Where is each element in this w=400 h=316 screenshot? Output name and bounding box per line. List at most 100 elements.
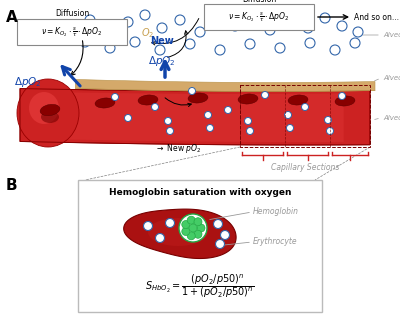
Text: $\rightarrow$ New $pO_2$: $\rightarrow$ New $pO_2$ [155,142,202,155]
Circle shape [320,13,330,23]
Text: $O_2$: $O_2$ [141,26,155,40]
Circle shape [194,218,202,226]
Ellipse shape [148,218,208,246]
Circle shape [224,106,232,113]
Circle shape [197,224,205,232]
Circle shape [156,234,164,242]
Text: Hemoglobin saturation with oxygen: Hemoglobin saturation with oxygen [109,188,291,197]
Circle shape [303,23,313,33]
Circle shape [350,38,360,48]
Circle shape [187,232,195,240]
Text: $\nu = K_{O_2} \cdot \frac{s}{\tau} \cdot \Delta pO_2$: $\nu = K_{O_2} \cdot \frac{s}{\tau} \cdo… [41,25,103,39]
Circle shape [246,127,254,135]
Circle shape [230,21,240,31]
Circle shape [140,10,150,20]
Circle shape [80,37,90,47]
Text: Diffusion: Diffusion [55,9,89,18]
Circle shape [326,127,334,135]
Circle shape [265,25,275,35]
Text: $\nu = K_{O_2} \cdot \frac{s}{\tau} \cdot \Delta pO_2$: $\nu = K_{O_2} \cdot \frac{s}{\tau} \cdo… [228,10,290,24]
Circle shape [189,224,197,232]
Text: Diffusion: Diffusion [242,0,276,4]
Circle shape [220,230,230,240]
Circle shape [85,15,95,25]
FancyBboxPatch shape [78,180,322,312]
Circle shape [283,15,293,25]
Text: New: New [150,36,174,46]
Circle shape [204,112,212,118]
Circle shape [194,230,202,238]
Circle shape [250,10,260,20]
Polygon shape [46,92,344,142]
Circle shape [188,88,196,94]
Circle shape [284,112,292,118]
Circle shape [164,118,172,125]
Ellipse shape [40,104,60,116]
Circle shape [244,118,252,125]
Text: Capillary Sections: Capillary Sections [271,163,339,172]
Polygon shape [124,209,236,258]
Circle shape [185,39,195,49]
Circle shape [324,117,332,124]
Circle shape [124,114,132,121]
Ellipse shape [288,95,308,105]
Text: B: B [6,178,18,193]
Circle shape [65,23,75,33]
Circle shape [338,93,346,100]
Circle shape [182,221,190,228]
Ellipse shape [29,92,59,124]
Circle shape [105,43,115,53]
Circle shape [195,27,205,37]
Circle shape [166,218,174,228]
Ellipse shape [17,79,79,147]
Text: A: A [6,10,18,25]
Circle shape [157,23,167,33]
Circle shape [262,92,268,99]
Circle shape [175,15,185,25]
Circle shape [112,94,118,100]
Text: Alveolar Capillary: Alveolar Capillary [383,115,400,121]
Circle shape [245,39,255,49]
Text: And so on...: And so on... [354,13,399,21]
Ellipse shape [188,93,208,103]
Circle shape [206,125,214,131]
Circle shape [152,104,158,111]
FancyBboxPatch shape [17,19,127,45]
Ellipse shape [238,94,258,104]
Circle shape [275,43,285,53]
Ellipse shape [41,111,59,123]
Text: Hemoglobin: Hemoglobin [253,208,299,216]
Circle shape [337,21,347,31]
Circle shape [214,220,222,228]
FancyBboxPatch shape [0,0,400,175]
Circle shape [166,127,174,135]
Text: Alveolar Space: Alveolar Space [383,32,400,38]
FancyBboxPatch shape [204,4,314,30]
Circle shape [179,214,207,242]
Circle shape [144,222,152,230]
Circle shape [155,45,165,55]
Circle shape [123,17,133,27]
Circle shape [286,125,294,131]
Circle shape [130,37,140,47]
Circle shape [213,13,223,23]
Ellipse shape [95,98,115,108]
Circle shape [187,216,195,224]
Text: $S_{HbO_2} = \dfrac{(pO_2/p50)^n}{1+(pO_2/p50)^n}$: $S_{HbO_2} = \dfrac{(pO_2/p50)^n}{1+(pO_… [145,272,255,300]
Circle shape [216,240,224,248]
Polygon shape [20,88,370,145]
Ellipse shape [335,96,355,106]
Text: $\Delta pO_2$: $\Delta pO_2$ [148,54,176,68]
Circle shape [215,45,225,55]
Circle shape [103,29,113,39]
Text: Erythrocyte: Erythrocyte [253,238,298,246]
Text: Alveolar Epithelium: Alveolar Epithelium [383,75,400,81]
Circle shape [305,38,315,48]
Circle shape [330,45,340,55]
Circle shape [302,104,308,111]
Ellipse shape [138,95,158,105]
Circle shape [353,27,363,37]
Polygon shape [75,79,375,92]
Circle shape [182,228,190,235]
Text: $\Delta pO_2$: $\Delta pO_2$ [14,75,42,89]
